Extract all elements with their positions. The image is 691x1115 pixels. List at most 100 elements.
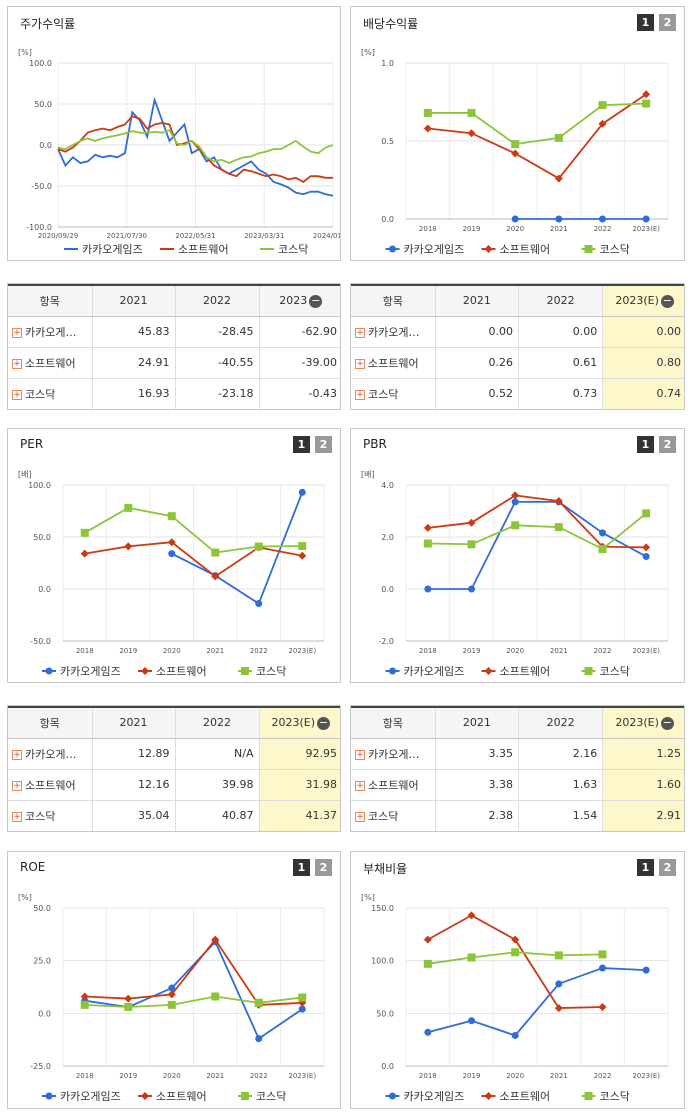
legend-label: 소프트웨어 bbox=[178, 243, 229, 256]
row-name-cell[interactable]: + 소프트웨어 bbox=[351, 769, 436, 801]
table-row: + 카카오게… 0.00 0.00 0.00 bbox=[351, 316, 684, 348]
legend-item: 카카오게임즈 bbox=[385, 243, 465, 256]
table-header-cell: 항목 bbox=[351, 706, 436, 739]
collapse-icon[interactable]: − bbox=[660, 293, 674, 308]
data-point bbox=[511, 948, 520, 957]
collapse-icon[interactable]: − bbox=[660, 715, 674, 730]
x-tick-label: 2019 bbox=[463, 225, 481, 233]
expand-icon[interactable]: + bbox=[12, 358, 22, 369]
row-name-cell[interactable]: + 카카오게… bbox=[8, 316, 93, 348]
legend-item: 카카오게임즈 bbox=[385, 665, 464, 678]
x-tick-label: 2021/07/30 bbox=[107, 232, 147, 240]
table-row: + 코스닥 0.52 0.73 0.74 bbox=[351, 378, 684, 409]
tab-1[interactable]: 1 bbox=[637, 14, 654, 31]
value-cell: 39.98 bbox=[175, 769, 260, 801]
value-cell: -40.55 bbox=[175, 347, 260, 379]
x-tick-label: 2018 bbox=[76, 1072, 94, 1080]
expand-icon[interactable]: + bbox=[355, 811, 365, 822]
expand-icon[interactable]: + bbox=[355, 327, 365, 338]
legend-marker bbox=[484, 1092, 493, 1100]
tab-2[interactable]: 2 bbox=[315, 436, 332, 453]
tab-2[interactable]: 2 bbox=[659, 859, 676, 876]
y-tick-label: 100.0 bbox=[29, 59, 52, 68]
expand-icon[interactable]: + bbox=[12, 811, 22, 822]
expand-icon[interactable]: + bbox=[12, 327, 22, 338]
series-line bbox=[84, 506, 303, 554]
data-point bbox=[168, 550, 176, 558]
legend-label: 카카오게임즈 bbox=[60, 1090, 121, 1103]
expand-icon[interactable]: + bbox=[12, 749, 22, 760]
row-name-cell[interactable]: + 코스닥 bbox=[351, 800, 436, 831]
data-point bbox=[167, 512, 176, 521]
data-point bbox=[298, 993, 307, 1002]
x-tick-label: 2023/03/31 bbox=[244, 232, 284, 240]
row-name: 소프트웨어 bbox=[368, 356, 419, 370]
data-point bbox=[80, 992, 89, 1001]
x-tick-label: 2020 bbox=[506, 1072, 524, 1080]
y-tick-label: 4.0 bbox=[381, 481, 394, 490]
row-name-cell[interactable]: + 카카오게… bbox=[351, 316, 436, 348]
series-line bbox=[427, 501, 647, 590]
data-point bbox=[124, 1003, 133, 1012]
value-cell: 31.98 bbox=[259, 769, 340, 801]
legend-marker bbox=[584, 1092, 593, 1100]
legend-marker bbox=[45, 667, 53, 675]
row-name-cell[interactable]: + 소프트웨어 bbox=[8, 769, 93, 801]
tab-1[interactable]: 1 bbox=[293, 436, 310, 453]
expand-icon[interactable]: + bbox=[355, 389, 365, 400]
expand-icon[interactable]: + bbox=[355, 749, 365, 760]
legend-label: 소프트웨어 bbox=[156, 665, 207, 678]
tab-2[interactable]: 2 bbox=[315, 859, 332, 876]
row-name-cell[interactable]: + 코스닥 bbox=[351, 378, 436, 409]
data-point bbox=[124, 503, 133, 512]
collapse-icon[interactable]: − bbox=[309, 293, 323, 308]
data-point bbox=[124, 994, 133, 1003]
y-tick-label: -50.0 bbox=[31, 182, 52, 191]
data-point bbox=[468, 585, 475, 593]
tab-1[interactable]: 1 bbox=[293, 859, 310, 876]
tab-2[interactable]: 2 bbox=[659, 436, 676, 453]
data-point bbox=[211, 548, 220, 557]
x-tick-label: 2022 bbox=[250, 647, 268, 655]
row-name: 카카오게… bbox=[368, 325, 420, 339]
legend-item: 코스닥 bbox=[581, 243, 630, 256]
series-line bbox=[427, 494, 647, 549]
collapse-icon[interactable]: − bbox=[317, 715, 331, 730]
data-point bbox=[423, 523, 432, 532]
series-line bbox=[427, 93, 647, 180]
expand-icon[interactable]: + bbox=[12, 780, 22, 791]
row-name-cell[interactable]: + 카카오게… bbox=[351, 738, 436, 770]
tab-2[interactable]: 2 bbox=[659, 14, 676, 31]
x-tick-label: 2023(E) bbox=[632, 647, 660, 655]
legend-label: 카카오게임즈 bbox=[404, 243, 465, 256]
tab-1[interactable]: 1 bbox=[637, 436, 654, 453]
legend-item: 소프트웨어 bbox=[160, 243, 229, 256]
legend-label: 코스닥 bbox=[600, 665, 630, 678]
data-point bbox=[554, 951, 563, 960]
row-name-cell[interactable]: + 소프트웨어 bbox=[351, 347, 436, 379]
data-point bbox=[554, 174, 563, 183]
table-row: + 소프트웨어 24.91 -40.55 -39.00 bbox=[8, 347, 340, 379]
value-cell: -39.00 bbox=[259, 347, 340, 379]
expand-icon[interactable]: + bbox=[12, 389, 22, 400]
legend-label: 코스닥 bbox=[600, 243, 630, 256]
row-name-cell[interactable]: + 소프트웨어 bbox=[8, 347, 93, 379]
row-name-cell[interactable]: + 카카오게… bbox=[8, 738, 93, 770]
tab-1[interactable]: 1 bbox=[637, 859, 654, 876]
data-point bbox=[298, 1005, 306, 1013]
expand-icon[interactable]: + bbox=[355, 358, 365, 369]
data-point bbox=[642, 509, 651, 518]
x-tick-label: 2020/09/29 bbox=[38, 232, 78, 240]
row-name-cell[interactable]: + 코스닥 bbox=[8, 800, 93, 831]
row-name-cell[interactable]: + 코스닥 bbox=[8, 378, 93, 409]
dividend-table-panel: 항목 2021 2022 2023(E) − + 카카오게… 0.00 0.00 0.00 + 소프트… bbox=[350, 283, 685, 410]
expand-icon[interactable]: + bbox=[355, 780, 365, 791]
x-tick-label: 2023(E) bbox=[288, 647, 316, 655]
legend-item: 코스닥 bbox=[238, 1090, 286, 1103]
data-point bbox=[554, 523, 563, 532]
